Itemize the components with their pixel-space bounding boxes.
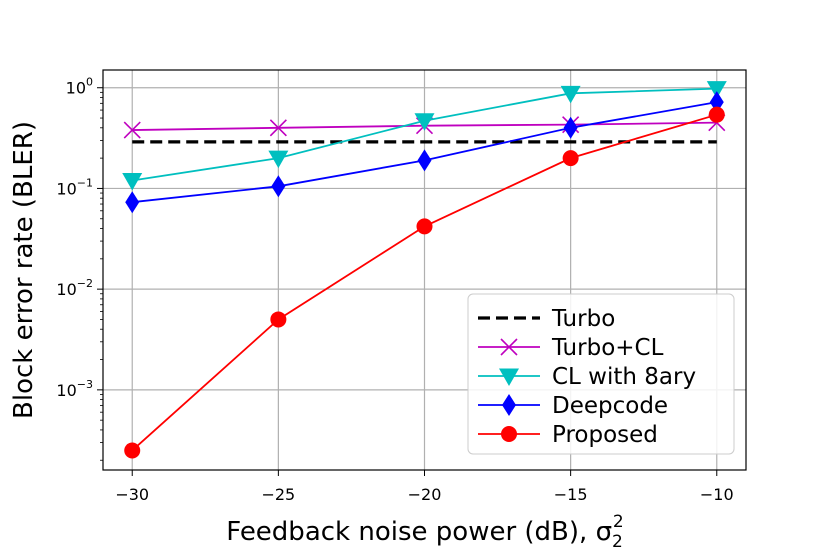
legend-entry-deepcode: Deepcode xyxy=(478,393,668,419)
data-point-proposed xyxy=(416,218,433,235)
legend-entry-turbo: Turbo xyxy=(478,306,615,332)
series-deepcode xyxy=(125,91,724,214)
series-proposed xyxy=(124,106,725,459)
legend-entry-cl-with-8ary: CL with 8ary xyxy=(478,364,696,390)
series-layer xyxy=(122,81,727,459)
x-axis-label-subscript: 2 xyxy=(612,532,623,552)
series-cl-with-8ary xyxy=(122,81,727,191)
legend-marker xyxy=(499,368,519,386)
data-point-proposed xyxy=(562,150,579,167)
x-tick-label: −25 xyxy=(261,485,295,504)
x-tick-label: −10 xyxy=(700,485,734,504)
x-tick-label: −20 xyxy=(408,485,442,504)
legend-marker xyxy=(501,426,517,442)
marker-stroke xyxy=(500,338,518,356)
x-axis-label-superscript: 2 xyxy=(613,512,624,532)
legend-entry-proposed: Proposed xyxy=(478,422,658,448)
legend-label: Turbo+CL xyxy=(551,335,664,361)
y-tick-label: 10−2 xyxy=(56,277,93,299)
x-tick-label: −15 xyxy=(554,485,588,504)
data-point-deepcode xyxy=(563,116,578,139)
legend-label: CL with 8ary xyxy=(552,364,696,390)
x-axis-label: Feedback noise power (dB), σ22 xyxy=(226,512,623,552)
ticks: −30 −25 −20 −15 −10 100 10−1 10−2 10−3 xyxy=(56,76,733,504)
y-tick-label: 100 xyxy=(66,76,93,98)
y-tick-label: 10−3 xyxy=(56,378,93,400)
data-point-turbo-cl xyxy=(123,121,141,139)
y-axis-label: Block error rate (BLER) xyxy=(9,121,39,419)
legend-box xyxy=(467,293,735,455)
data-point-deepcode xyxy=(125,191,140,214)
x-tick-label: −30 xyxy=(115,485,149,504)
y-tick-label: 10−1 xyxy=(56,176,93,198)
legend-marker xyxy=(502,394,516,416)
marker-stroke xyxy=(123,121,141,139)
legend: Turbo Turbo+CL CL with 8ary Deepcode Propose… xyxy=(467,293,735,455)
legend-marker xyxy=(500,338,518,356)
data-point-turbo-cl xyxy=(269,119,287,137)
data-point-cl-with-8ary xyxy=(706,81,727,99)
data-point-deepcode xyxy=(271,175,286,198)
data-point-proposed xyxy=(124,442,141,459)
data-point-cl-with-8ary xyxy=(268,150,289,169)
legend-entry-turbo-cl: Turbo+CL xyxy=(478,335,664,361)
legend-label: Deepcode xyxy=(552,393,668,419)
data-point-cl-with-8ary xyxy=(122,172,143,191)
data-point-deepcode xyxy=(417,149,432,172)
data-point-proposed xyxy=(708,106,725,123)
data-point-cl-with-8ary xyxy=(414,113,435,131)
legend-label: Proposed xyxy=(552,422,658,448)
legend-label: Turbo xyxy=(551,306,615,332)
marker-stroke xyxy=(269,119,287,137)
data-point-cl-with-8ary xyxy=(560,85,581,104)
data-point-proposed xyxy=(270,311,287,328)
